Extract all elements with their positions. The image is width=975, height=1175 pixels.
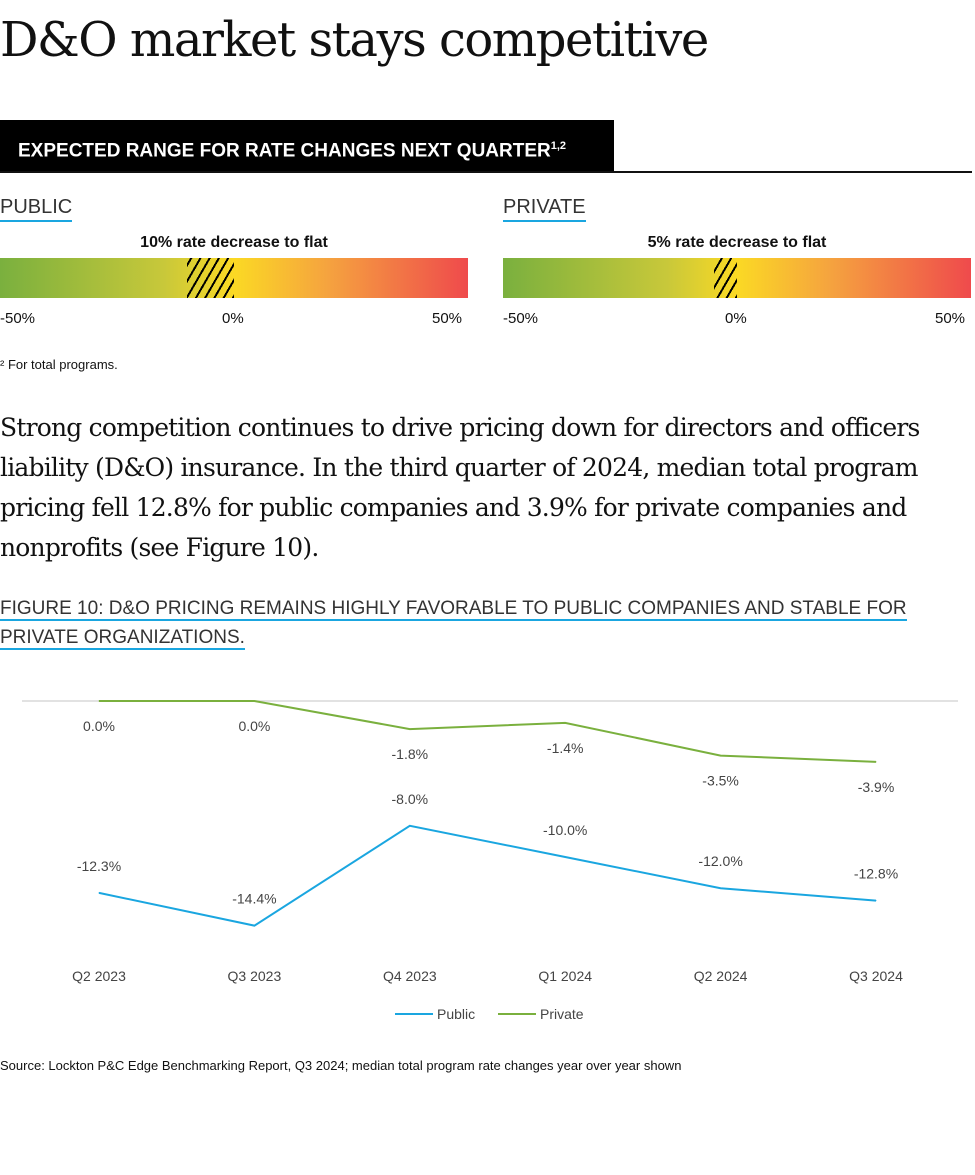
source-note: Source: Lockton P&C Edge Benchmarking Re… (0, 1058, 682, 1073)
public-range-text: 10% rate decrease to flat (140, 234, 328, 251)
data-point-private (720, 755, 722, 757)
public-tick-max: 50% (432, 310, 463, 327)
line-chart: -12.3% -14.4% -8.0% -10.0% -12.0% -12.8% 0.0% 0… (22, 700, 958, 1022)
data-point-public (409, 825, 411, 827)
divider (0, 171, 972, 173)
data-label-private: 0.0% (238, 718, 270, 734)
data-label-public: -12.3% (77, 858, 121, 874)
private-tick-min: -50% (503, 310, 539, 327)
figure-title: FIGURE 10: D&O PRICING REMAINS HIGHLY FA… (0, 594, 960, 652)
public-tick-zero: 0% (222, 310, 244, 327)
x-tick-label: Q2 2024 (694, 968, 748, 984)
series-line-public (98, 824, 877, 927)
public-label: PUBLIC (0, 196, 73, 222)
footnote: ² For total programs. (0, 357, 118, 372)
banner-footnote-ref: 1,2 (550, 140, 567, 152)
data-label-public: -14.4% (232, 891, 276, 907)
private-tick-max: 50% (935, 310, 966, 327)
data-point-public (720, 887, 722, 889)
figure-title-text: FIGURE 10: D&O PRICING REMAINS HIGHLY FA… (0, 598, 907, 650)
body-paragraph: Strong competition continues to drive pr… (0, 413, 920, 562)
data-label-public: -12.8% (854, 866, 898, 882)
data-point-private (875, 761, 877, 763)
private-tick-zero: 0% (725, 310, 747, 327)
private-range-bar (503, 258, 971, 298)
data-point-public (564, 856, 566, 858)
page-title: D&O market stays competitive (0, 12, 709, 68)
data-point-public (98, 892, 100, 894)
private-range-text: 5% rate decrease to flat (647, 234, 827, 251)
data-label-public: -10.0% (543, 822, 587, 838)
x-tick-label: Q3 2023 (228, 968, 282, 984)
banner-text: EXPECTED RANGE FOR RATE CHANGES NEXT QUA… (18, 140, 551, 162)
public-range-bar (0, 258, 468, 298)
public-range-hatch (187, 258, 234, 298)
legend-label-public: Public (437, 1006, 475, 1022)
data-label-private: -3.5% (702, 773, 739, 789)
x-tick-label: Q4 2023 (383, 968, 437, 984)
x-tick-label: Q3 2024 (849, 968, 903, 984)
data-point-private (409, 728, 411, 730)
section-banner: EXPECTED RANGE FOR RATE CHANGES NEXT QUA… (0, 120, 614, 172)
data-point-private (253, 700, 255, 702)
data-label-public: -8.0% (392, 791, 429, 807)
data-label-private: 0.0% (83, 718, 115, 734)
data-point-public (253, 925, 255, 927)
x-tick-label: Q2 2023 (72, 968, 126, 984)
data-label-private: -3.9% (858, 779, 895, 795)
series-line-private (99, 700, 877, 763)
data-label-private: -1.8% (392, 746, 429, 762)
data-point-private (98, 700, 100, 702)
private-range-hatch (713, 258, 737, 298)
legend-label-private: Private (540, 1006, 584, 1022)
x-tick-label: Q1 2024 (538, 968, 592, 984)
data-point-private (564, 722, 566, 724)
data-point-public (875, 900, 877, 902)
private-label: PRIVATE (503, 196, 586, 222)
data-label-public: -12.0% (698, 853, 742, 869)
data-label-private: -1.4% (547, 740, 584, 756)
public-tick-min: -50% (0, 310, 36, 327)
